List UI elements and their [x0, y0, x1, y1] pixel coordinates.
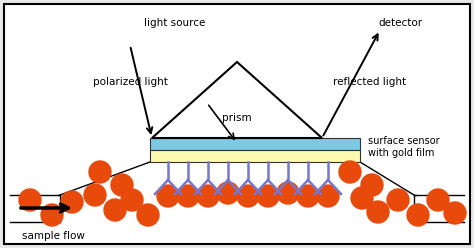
Circle shape	[217, 182, 239, 204]
Circle shape	[84, 184, 106, 206]
Circle shape	[351, 187, 373, 209]
Circle shape	[317, 185, 339, 207]
Circle shape	[157, 185, 179, 207]
Circle shape	[237, 185, 259, 207]
Circle shape	[197, 185, 219, 207]
Circle shape	[407, 204, 429, 226]
Circle shape	[111, 174, 133, 196]
Circle shape	[89, 161, 111, 183]
Circle shape	[104, 199, 126, 221]
Text: polarized light: polarized light	[92, 77, 167, 87]
FancyBboxPatch shape	[4, 4, 470, 244]
Circle shape	[137, 204, 159, 226]
Circle shape	[297, 185, 319, 207]
Bar	[150, 138, 360, 150]
Bar	[150, 150, 360, 162]
Circle shape	[444, 202, 466, 224]
Text: light source: light source	[144, 18, 206, 28]
Circle shape	[277, 182, 299, 204]
Circle shape	[367, 201, 389, 223]
Text: sample flow: sample flow	[22, 231, 85, 241]
Text: surface sensor
with gold film: surface sensor with gold film	[368, 136, 439, 158]
Circle shape	[387, 189, 409, 211]
Circle shape	[19, 189, 41, 211]
Text: detector: detector	[378, 18, 422, 28]
Text: prism: prism	[222, 113, 252, 123]
Circle shape	[339, 161, 361, 183]
Circle shape	[427, 189, 449, 211]
Circle shape	[41, 204, 63, 226]
Circle shape	[61, 191, 83, 213]
Circle shape	[361, 174, 383, 196]
Text: reflected light: reflected light	[333, 77, 407, 87]
Circle shape	[121, 189, 143, 211]
Circle shape	[177, 185, 199, 207]
Circle shape	[257, 185, 279, 207]
